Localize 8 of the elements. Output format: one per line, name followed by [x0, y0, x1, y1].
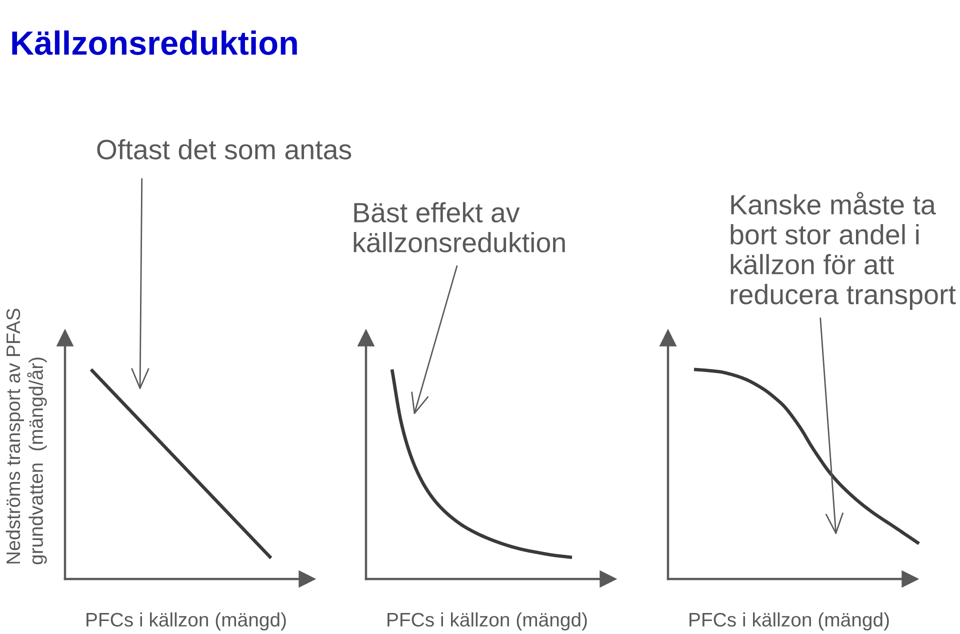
x-axis-title: PFCs i källzon (mängd) — [388, 612, 587, 630]
y-axis-title: Nedströms transport av PFAS grundvatten (mängd/år) — [6, 308, 47, 564]
chart-title: Källzonsreduktion — [12, 30, 297, 55]
text: Oftast det som antas — [97, 139, 352, 160]
text: Bäst effekt av källzonsreduktion — [354, 202, 565, 252]
x-axis-title: PFCs i källzon (mängd) — [86, 612, 286, 630]
x-axis-title: PFCs i källzon (mängd) — [690, 612, 889, 630]
text: Kanske måste ta bort stor andel i källzon för att reducera transport — [730, 192, 956, 310]
